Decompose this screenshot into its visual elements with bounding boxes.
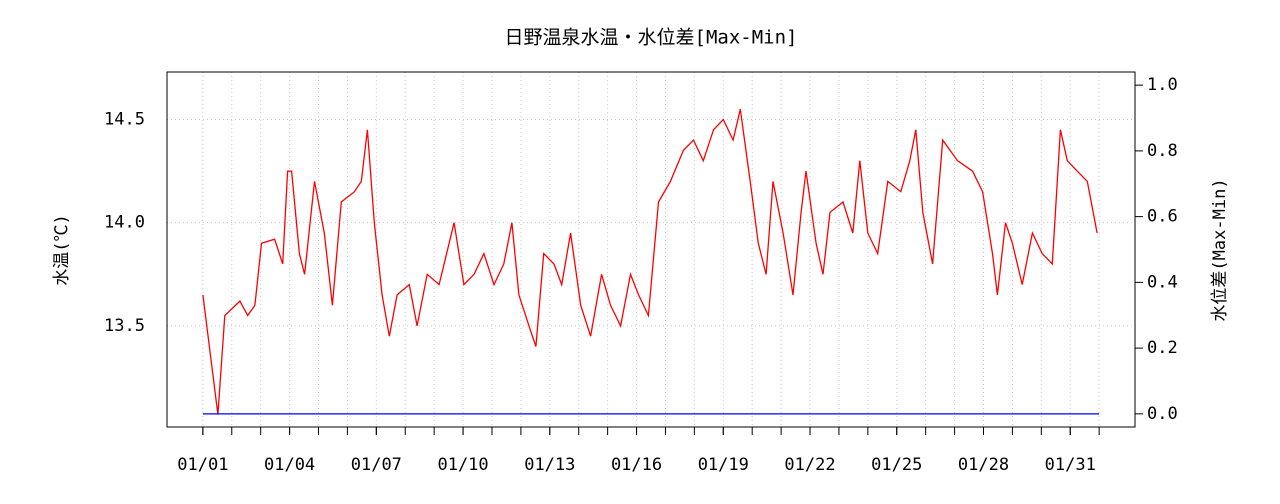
y2-tick-label: 0.8 bbox=[1147, 141, 1178, 161]
plot-frame bbox=[166, 71, 1136, 428]
y2-tick-label: 0.4 bbox=[1147, 272, 1178, 292]
y-tick-label: 14.5 bbox=[104, 109, 145, 129]
chart-title: 日野温泉水温・水位差[Max-Min] bbox=[505, 27, 798, 49]
x-tick-label: 01/16 bbox=[611, 455, 662, 475]
x-tick-label: 01/28 bbox=[958, 455, 1009, 475]
y-tick-label: 13.5 bbox=[104, 316, 145, 336]
y-axis-label: 水温(℃) bbox=[52, 214, 72, 285]
x-tick-label: 01/25 bbox=[871, 455, 922, 475]
x-tick-label: 01/13 bbox=[524, 455, 575, 475]
y2-tick-label: 0.2 bbox=[1147, 338, 1178, 358]
x-tick-label: 01/04 bbox=[264, 455, 315, 475]
y-tick-label: 14.0 bbox=[104, 213, 145, 233]
x-tick-label: 01/22 bbox=[784, 455, 835, 475]
y2-tick-label: 0.0 bbox=[1147, 404, 1178, 424]
x-tick-label: 01/10 bbox=[437, 455, 488, 475]
y2-axis-label: 水位差(Max-Min) bbox=[1210, 178, 1230, 321]
x-tick-label: 01/31 bbox=[1045, 455, 1096, 475]
y2-tick-label: 0.6 bbox=[1147, 207, 1178, 227]
series-line bbox=[202, 109, 1098, 415]
x-tick-label: 01/01 bbox=[177, 455, 228, 475]
x-tick-label: 01/19 bbox=[698, 455, 749, 475]
x-tick-label: 01/07 bbox=[351, 455, 402, 475]
y2-tick-label: 1.0 bbox=[1147, 75, 1178, 95]
